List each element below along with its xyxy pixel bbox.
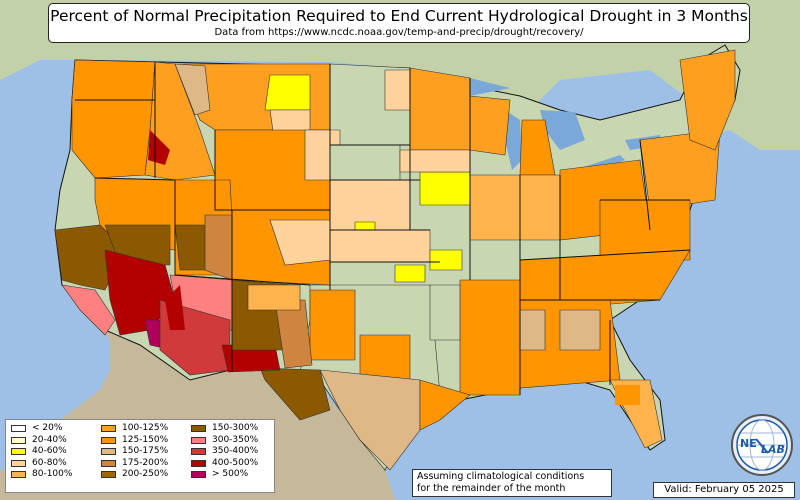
legend-item: 125-150% — [101, 435, 168, 447]
assumption-note: Assuming climatological conditions for t… — [412, 469, 612, 497]
map-title: Percent of Normal Precipitation Required… — [50, 7, 748, 25]
legend-label: 300-350% — [212, 434, 259, 445]
region-ok-yellow — [394, 264, 426, 283]
legend-label: 200-250% — [122, 469, 169, 480]
legend-item: 300-350% — [191, 435, 258, 447]
legend-item: 350-400% — [191, 446, 258, 458]
legend-column-3: 150-300% 300-350% 350-400% 400-500% > 500% — [191, 423, 258, 481]
note-line-1: Assuming climatological conditions — [417, 471, 585, 482]
region-tx-west-brown — [259, 367, 331, 421]
logo-text-left: NE — [740, 437, 757, 450]
legend-swatch — [101, 459, 116, 467]
region-nd-east — [384, 69, 411, 111]
region-montana-tan — [174, 63, 211, 116]
legend-swatch — [11, 471, 26, 479]
legend-item: 80-100% — [11, 469, 72, 481]
region-iowa-yellow — [419, 171, 471, 206]
legend-label: 175-200% — [122, 457, 169, 468]
baja-land — [110, 340, 180, 445]
region-mo-yellow — [429, 249, 463, 271]
legend-label: 60-80% — [32, 457, 67, 468]
legend-item: 175-200% — [101, 458, 168, 470]
region-ms-valley — [459, 279, 521, 396]
region-tx-coast — [419, 379, 471, 431]
region-illinois-indiana — [469, 174, 561, 241]
legend-swatch — [11, 436, 26, 444]
legend-label: 40-60% — [32, 446, 67, 457]
region-nebraska-north — [329, 144, 401, 181]
legend-column-1: < 20% 20-40% 40-60% 60-80% 80-100% — [11, 423, 72, 481]
legend-label: 20-40% — [32, 434, 67, 445]
map-subtitle: Data from https://www.ncdc.noaa.gov/temp… — [214, 27, 584, 38]
region-socal-pink — [61, 284, 116, 336]
legend-column-2: 100-125% 125-150% 150-175% 175-200% 200-250% — [101, 423, 168, 481]
region-new-england — [679, 49, 736, 151]
legend-label: 150-300% — [212, 423, 259, 434]
lake-michigan — [505, 110, 522, 170]
legend-label: 400-500% — [212, 457, 259, 468]
legend-label: > 500% — [212, 469, 249, 480]
legend-swatch — [191, 436, 206, 444]
legend-item: 60-80% — [11, 458, 72, 470]
legend-label: 125-150% — [122, 434, 169, 445]
region-montana-yellow — [264, 74, 311, 111]
state-borders — [75, 62, 691, 395]
legend-item: 400-500% — [191, 458, 258, 470]
legend-label: 150-175% — [122, 446, 169, 457]
legend-item: 150-175% — [101, 446, 168, 458]
title-box: Percent of Normal Precipitation Required… — [48, 3, 750, 43]
legend-swatch — [101, 425, 116, 433]
region-kansas — [329, 229, 431, 263]
legend-label: 350-400% — [212, 446, 259, 457]
legend-item: 40-60% — [11, 446, 72, 458]
legend-swatch — [101, 436, 116, 444]
legend-item: 150-300% — [191, 423, 258, 435]
legend-swatch — [191, 448, 206, 456]
legend: < 20% 20-40% 40-60% 60-80% 80-100% 100-125% 1… — [5, 419, 275, 493]
region-pacific-nw — [71, 59, 156, 179]
region-minnesota — [409, 67, 471, 151]
legend-swatch — [191, 425, 206, 433]
legend-swatch — [11, 448, 26, 456]
region-az-west-red — [165, 285, 185, 330]
region-florida-orange — [615, 385, 640, 405]
legend-swatch — [101, 471, 116, 479]
valid-date: Valid: February 05 2025 — [653, 482, 795, 498]
legend-label: 80-100% — [32, 469, 73, 480]
legend-label: < 20% — [32, 423, 63, 434]
legend-label: 100-125% — [122, 423, 169, 434]
note-line-2: for the remainder of the month — [417, 483, 566, 494]
nexlab-globe-logo: NE LAB — [731, 414, 793, 476]
legend-item: 20-40% — [11, 435, 72, 447]
region-arkansas — [429, 284, 461, 341]
legend-item: 100-125% — [101, 423, 168, 435]
region-wisconsin — [469, 95, 511, 156]
legend-item: < 20% — [11, 423, 72, 435]
region-idaho-red — [148, 130, 170, 165]
lake-huron — [540, 110, 585, 150]
region-al-tan — [519, 309, 546, 351]
region-utah-east — [204, 214, 236, 281]
legend-item: 200-250% — [101, 469, 168, 481]
legend-swatch — [191, 471, 206, 479]
region-ga-tan — [559, 309, 601, 351]
region-tx-panhandle — [309, 289, 356, 361]
legend-swatch — [11, 425, 26, 433]
legend-swatch — [101, 448, 116, 456]
legend-swatch — [191, 459, 206, 467]
region-nm-north — [247, 284, 301, 311]
legend-swatch — [11, 459, 26, 467]
legend-item: > 500% — [191, 469, 258, 481]
